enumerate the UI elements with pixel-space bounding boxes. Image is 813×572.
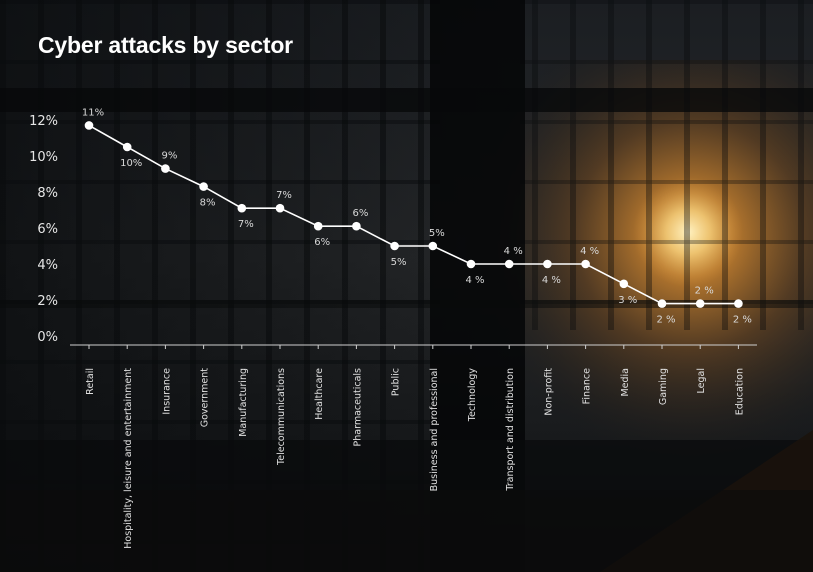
data-point (275, 203, 285, 213)
data-label: 4 % (504, 246, 523, 257)
category-label: Business and professional (429, 368, 440, 491)
category-labels: Retail Hospitality, leisure and entertain… (85, 368, 745, 549)
y-tick-label: 10% (29, 150, 58, 165)
category-label: Gaming (658, 368, 669, 405)
data-point (237, 203, 247, 213)
data-point (84, 121, 94, 130)
data-label: 8% (200, 198, 216, 209)
category-label: Manufacturing (238, 368, 249, 437)
category-label: Government (200, 368, 211, 428)
category-label: Insurance (161, 368, 172, 415)
category-label: Telecommunications (276, 368, 287, 466)
category-label: Finance (582, 368, 593, 404)
data-label: 2 % (695, 286, 714, 297)
data-label: 5% (391, 257, 407, 268)
data-point (428, 241, 438, 251)
data-label: 4 % (542, 275, 561, 286)
data-label: 6% (314, 237, 330, 248)
y-tick-label: 6% (37, 222, 58, 237)
data-point (619, 279, 629, 289)
data-label: 7% (238, 219, 254, 230)
category-label: Hospitality, leisure and entertainment (123, 368, 134, 549)
category-label: Media (620, 368, 631, 397)
category-label: Transport and distribution (505, 368, 516, 492)
series-line (88, 124, 739, 305)
data-markers (84, 121, 743, 308)
data-labels: 11% 10% 9% 8% 7% 7% 6% 6% 5% 5% 4 % 4 % 4 % 4 % 3 % 2 %… (82, 107, 752, 325)
category-label: Public (391, 368, 402, 396)
data-point (695, 299, 705, 308)
x-axis-ticks (88, 345, 739, 349)
data-point (122, 142, 132, 152)
data-label: 2 % (656, 315, 675, 326)
chart-title: Cyber attacks by sector (38, 32, 293, 58)
y-tick-label: 2% (37, 294, 58, 309)
category-label: Healthcare (314, 368, 325, 420)
data-label: 4 % (465, 275, 484, 286)
data-point (161, 164, 170, 173)
data-point (543, 259, 552, 269)
data-point (734, 299, 743, 308)
data-point (390, 241, 399, 251)
data-label: 2 % (733, 315, 752, 326)
category-label: Pharmaceuticals (352, 368, 363, 447)
data-point (199, 182, 208, 191)
data-point (352, 221, 361, 231)
data-label: 4 % (580, 246, 599, 257)
category-label: Retail (85, 368, 96, 395)
y-tick-label: 4% (37, 258, 58, 273)
category-label: Legal (696, 368, 707, 393)
data-label: 10% (120, 158, 142, 169)
data-label: 7% (276, 190, 292, 201)
data-label: 5% (429, 228, 445, 239)
category-label: Technology (467, 368, 478, 423)
data-point (504, 259, 514, 269)
data-label: 9% (161, 151, 177, 162)
data-point (466, 259, 476, 269)
data-label: 3 % (618, 295, 637, 306)
data-point (313, 221, 323, 231)
data-label: 11% (82, 107, 104, 118)
data-point (581, 259, 590, 269)
y-tick-label: 8% (37, 186, 58, 201)
y-tick-label: 12% (29, 114, 58, 129)
data-label: 6% (352, 208, 368, 219)
y-axis-ticks: 0% 2% 4% 6% 8% 10% 12% (29, 114, 58, 345)
data-point (657, 299, 667, 308)
category-label: Education (734, 368, 745, 415)
category-label: Non-profit (543, 368, 554, 416)
y-tick-label: 0% (37, 330, 58, 345)
